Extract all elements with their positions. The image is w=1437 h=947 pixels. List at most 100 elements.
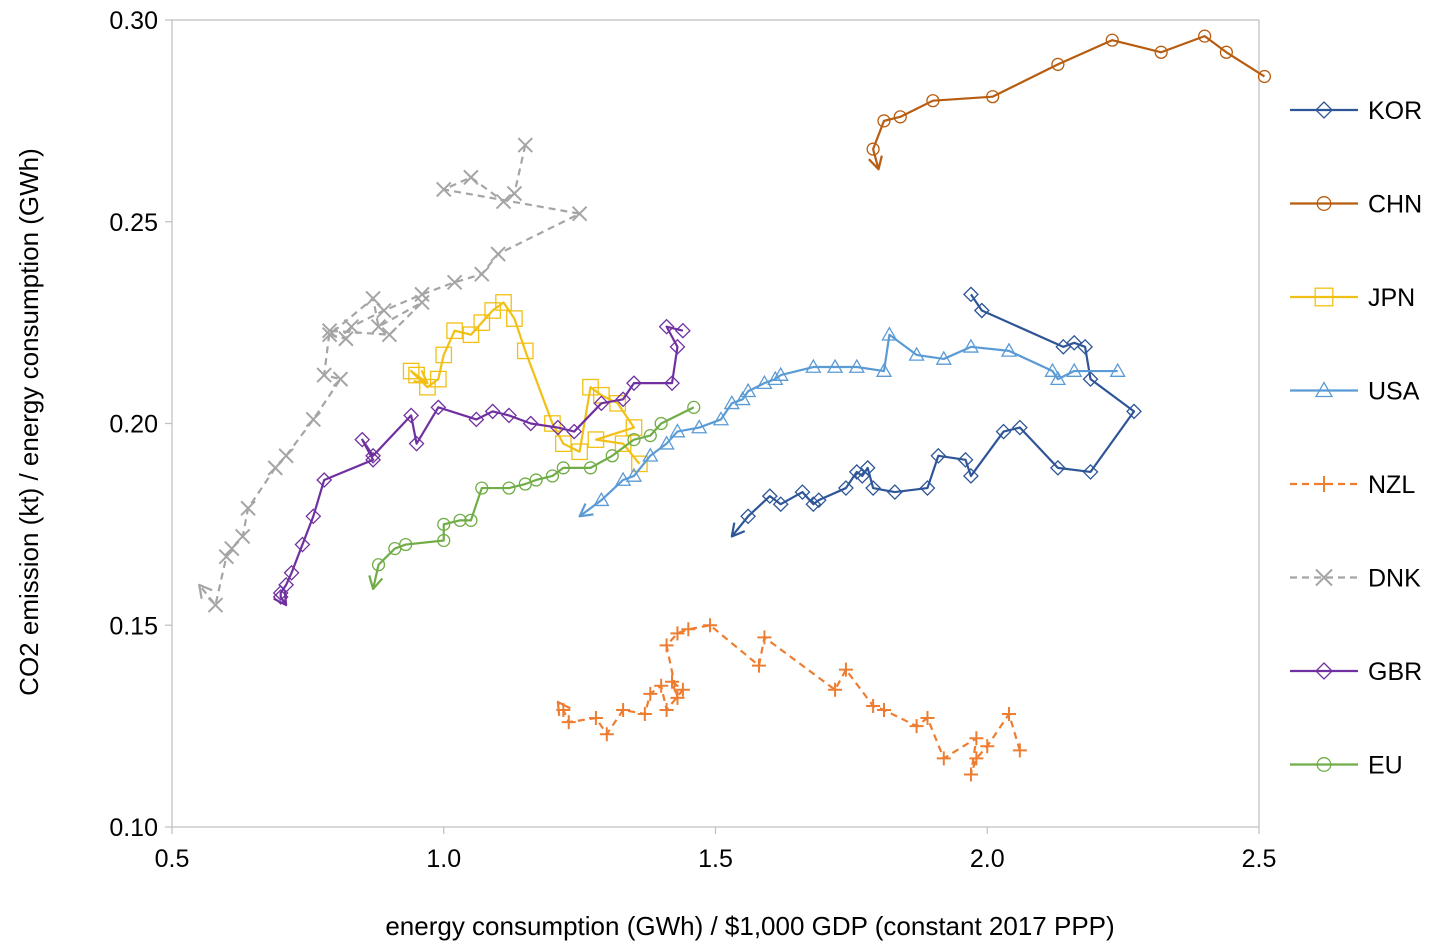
data-point xyxy=(365,290,381,307)
data-point xyxy=(1011,419,1028,436)
legend-label: NZL xyxy=(1368,471,1415,499)
data-point xyxy=(593,491,610,507)
data-point xyxy=(1314,381,1334,398)
data-point xyxy=(1314,287,1334,307)
data-point xyxy=(1044,362,1061,377)
data-point xyxy=(962,338,980,353)
data-point xyxy=(625,467,643,482)
data-point xyxy=(436,181,452,198)
data-point xyxy=(669,338,686,355)
data-point xyxy=(571,443,588,461)
data-point xyxy=(908,346,925,361)
legend: KOR CHN JPN USA NZL DNK GBR EU xyxy=(1290,97,1422,780)
legend-label: DNK xyxy=(1368,565,1421,593)
data-point xyxy=(1198,29,1212,43)
data-point xyxy=(419,378,436,396)
data-point xyxy=(464,513,478,527)
data-point xyxy=(734,390,751,406)
data-point xyxy=(605,449,619,463)
x-tick-label: 2.0 xyxy=(970,845,1005,873)
data-point xyxy=(616,702,631,717)
data-point xyxy=(881,326,898,341)
data-point xyxy=(654,416,668,431)
data-point xyxy=(1315,662,1333,680)
data-point xyxy=(354,431,371,448)
data-point xyxy=(675,682,690,697)
legend-item-gbr: GBR xyxy=(1290,658,1422,686)
data-point xyxy=(1315,101,1333,119)
data-point xyxy=(583,461,598,475)
data-point xyxy=(240,500,256,516)
data-point xyxy=(670,690,685,705)
data-point xyxy=(283,564,300,581)
data-point xyxy=(826,358,844,373)
x-axis-title: energy consumption (GWh) / $1,000 GDP (c… xyxy=(385,911,1114,941)
data-point xyxy=(756,374,773,390)
data-point xyxy=(875,362,893,377)
data-point xyxy=(980,739,995,754)
data-point xyxy=(462,326,480,344)
data-point xyxy=(446,322,463,340)
legend-label: CHN xyxy=(1368,191,1422,219)
data-point xyxy=(757,630,772,645)
data-point xyxy=(659,638,674,653)
tick-labels: 0.10 0.15 0.20 0.25 0.30 0.5 1.0 1.5 2.0 2.5 xyxy=(109,7,1276,873)
data-point xyxy=(886,484,903,501)
data-point xyxy=(403,407,420,424)
data-point xyxy=(437,533,451,548)
data-point xyxy=(712,411,730,426)
data-point xyxy=(1049,370,1067,386)
data-point xyxy=(272,585,289,601)
data-point xyxy=(995,423,1012,440)
legend-item-jpn: JPN xyxy=(1290,284,1415,312)
data-point xyxy=(659,702,674,717)
data-point xyxy=(963,468,979,484)
data-point xyxy=(556,461,570,475)
data-point xyxy=(267,460,283,476)
data-point xyxy=(371,558,386,572)
data-point xyxy=(936,751,951,766)
data-point xyxy=(986,90,1000,104)
data-point xyxy=(739,382,757,398)
series-nzl xyxy=(556,618,1027,782)
legend-item-chn: CHN xyxy=(1290,191,1422,219)
data-point xyxy=(691,419,708,434)
data-point xyxy=(723,395,740,410)
data-point xyxy=(545,469,560,483)
series-layer xyxy=(198,29,1272,782)
data-point xyxy=(1257,69,1272,84)
data-point xyxy=(582,378,599,396)
series-arrowhead xyxy=(578,503,594,518)
data-point xyxy=(614,471,632,486)
data-point xyxy=(669,423,686,438)
data-point xyxy=(767,370,784,386)
data-point xyxy=(926,94,940,108)
legend-label: JPN xyxy=(1368,284,1415,312)
legend-label: KOR xyxy=(1368,97,1422,125)
data-point xyxy=(893,110,907,124)
data-point xyxy=(446,274,463,290)
data-point xyxy=(1105,33,1119,47)
data-point xyxy=(848,358,865,373)
data-point xyxy=(593,395,610,412)
y-tick-label: 0.20 xyxy=(109,411,158,439)
data-point xyxy=(506,310,523,327)
series-dnk xyxy=(198,137,588,613)
x-tick-label: 1.5 xyxy=(698,845,733,873)
data-point xyxy=(1315,568,1333,587)
data-point xyxy=(963,286,979,303)
legend-item-kor: KOR xyxy=(1290,97,1422,125)
data-point xyxy=(637,707,652,722)
series-line xyxy=(730,293,1136,538)
data-point xyxy=(919,480,936,496)
data-point xyxy=(224,540,240,557)
data-point xyxy=(1000,342,1018,357)
series-gbr xyxy=(272,318,691,607)
legend-item-usa: USA xyxy=(1290,378,1420,406)
data-point xyxy=(877,114,891,128)
data-point xyxy=(838,662,853,677)
series-line xyxy=(279,325,684,606)
data-point xyxy=(316,367,332,383)
data-point xyxy=(473,314,491,331)
